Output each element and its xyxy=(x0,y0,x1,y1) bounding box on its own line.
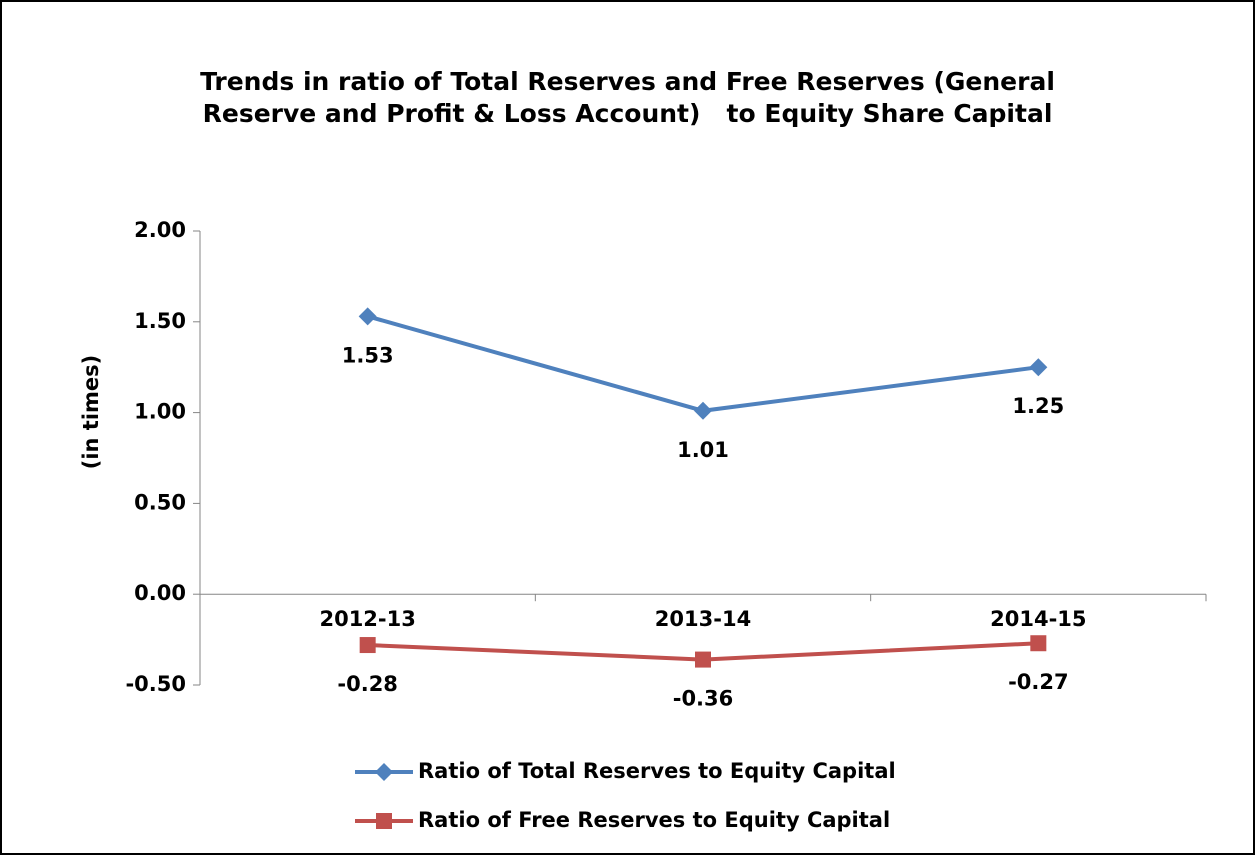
data-label: -0.28 xyxy=(337,672,398,696)
y-tick-label: 0.00 xyxy=(134,581,186,605)
legend-label: Ratio of Free Reserves to Equity Capital xyxy=(418,808,890,832)
data-label: 1.01 xyxy=(677,438,729,462)
legend-marker xyxy=(376,813,392,829)
y-tick-label: -0.50 xyxy=(125,672,186,696)
data-label: -0.27 xyxy=(1008,670,1069,694)
y-tick-label: 0.50 xyxy=(134,490,186,514)
data-point xyxy=(1029,358,1048,377)
data-label: 1.25 xyxy=(1012,394,1064,418)
data-point xyxy=(695,651,711,668)
y-tick-label: 1.50 xyxy=(134,309,186,333)
chart-title: Trends in ratio of Total Reserves and Fr… xyxy=(200,67,1055,128)
y-tick-label: 2.00 xyxy=(134,218,186,242)
data-point xyxy=(359,637,376,654)
y-tick-label: 1.00 xyxy=(134,400,186,424)
data-point xyxy=(1030,635,1047,652)
x-tick-label: 2014-15 xyxy=(990,607,1086,631)
data-point xyxy=(694,401,712,420)
y-axis-label: (in times) xyxy=(79,355,103,470)
data-label: -0.36 xyxy=(673,687,734,711)
data-label: 1.53 xyxy=(342,343,394,367)
legend-label: Ratio of Total Reserves to Equity Capita… xyxy=(418,759,896,783)
legend-marker xyxy=(375,763,393,781)
data-point xyxy=(358,307,377,326)
x-tick-label: 2013-14 xyxy=(655,607,751,631)
x-tick-label: 2012-13 xyxy=(319,607,415,631)
